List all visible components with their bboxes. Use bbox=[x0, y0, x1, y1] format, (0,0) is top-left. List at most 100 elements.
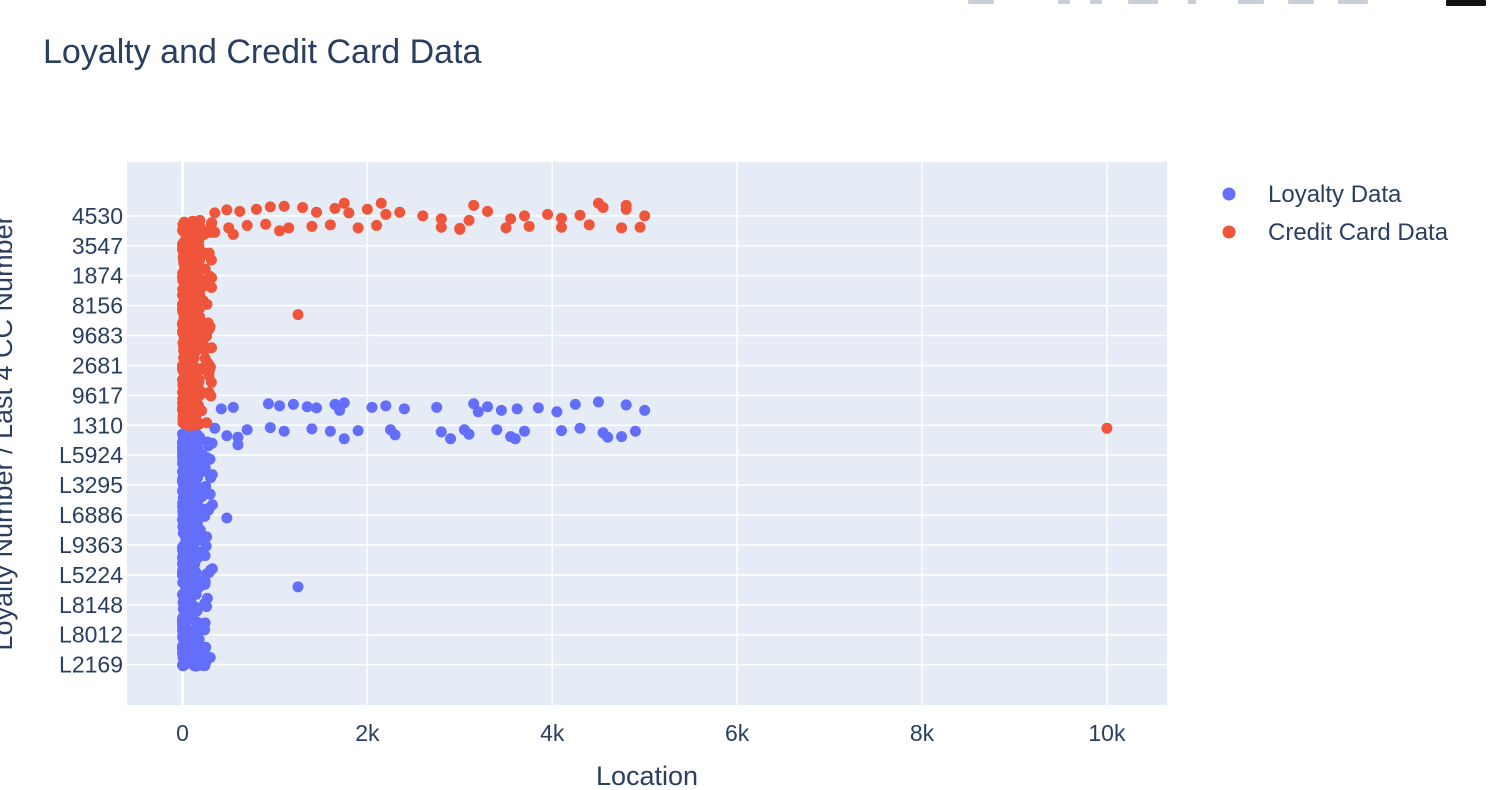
data-point[interactable] bbox=[205, 376, 217, 388]
data-point[interactable] bbox=[511, 403, 523, 415]
data-point[interactable] bbox=[250, 203, 262, 215]
data-point[interactable] bbox=[227, 228, 239, 240]
data-point[interactable] bbox=[472, 406, 484, 418]
data-point[interactable] bbox=[221, 204, 233, 216]
data-point[interactable] bbox=[185, 596, 197, 608]
data-point[interactable] bbox=[183, 453, 195, 465]
data-point[interactable] bbox=[542, 208, 554, 220]
data-point[interactable] bbox=[417, 210, 429, 222]
data-point[interactable] bbox=[569, 398, 581, 410]
data-point[interactable] bbox=[177, 337, 189, 349]
series-credit-card[interactable] bbox=[176, 197, 1113, 434]
data-point[interactable] bbox=[380, 208, 392, 220]
data-point[interactable] bbox=[199, 617, 211, 629]
data-point[interactable] bbox=[206, 437, 218, 449]
data-point[interactable] bbox=[574, 422, 586, 434]
data-point[interactable] bbox=[184, 475, 196, 487]
data-point[interactable] bbox=[495, 404, 507, 416]
data-point[interactable] bbox=[178, 658, 190, 670]
data-point[interactable] bbox=[343, 207, 355, 219]
data-point[interactable] bbox=[519, 210, 531, 222]
data-point[interactable] bbox=[201, 503, 213, 515]
data-point[interactable] bbox=[505, 213, 517, 225]
data-point[interactable] bbox=[201, 451, 213, 463]
data-point[interactable] bbox=[179, 575, 191, 587]
data-point[interactable] bbox=[329, 202, 341, 214]
data-point[interactable] bbox=[199, 263, 211, 275]
data-point[interactable] bbox=[435, 426, 447, 438]
data-point[interactable] bbox=[639, 210, 651, 222]
data-point[interactable] bbox=[278, 425, 290, 437]
data-point[interactable] bbox=[227, 401, 239, 413]
data-point[interactable] bbox=[301, 401, 313, 413]
data-point[interactable] bbox=[177, 603, 189, 615]
data-point[interactable] bbox=[324, 219, 336, 231]
data-point[interactable] bbox=[192, 271, 204, 283]
data-point[interactable] bbox=[189, 217, 201, 229]
data-point[interactable] bbox=[389, 429, 401, 441]
data-point[interactable] bbox=[206, 217, 218, 229]
data-point[interactable] bbox=[371, 219, 383, 231]
data-point[interactable] bbox=[491, 424, 503, 436]
data-point[interactable] bbox=[398, 403, 410, 415]
data-point[interactable] bbox=[583, 219, 595, 231]
data-point[interactable] bbox=[199, 353, 211, 365]
data-point[interactable] bbox=[191, 605, 203, 617]
data-point[interactable] bbox=[463, 428, 475, 440]
data-point[interactable] bbox=[202, 317, 214, 329]
modebar-toolbar[interactable] bbox=[968, 0, 1488, 8]
data-point[interactable] bbox=[592, 396, 604, 408]
data-point[interactable] bbox=[199, 597, 211, 609]
legend-item[interactable]: Credit Card Data bbox=[1222, 219, 1449, 246]
data-point[interactable] bbox=[193, 418, 205, 430]
data-point[interactable] bbox=[311, 402, 323, 414]
data-point[interactable] bbox=[188, 342, 200, 354]
data-point[interactable] bbox=[192, 313, 204, 325]
data-point[interactable] bbox=[334, 404, 346, 416]
data-point[interactable] bbox=[555, 212, 567, 224]
data-point[interactable] bbox=[193, 374, 205, 386]
data-point[interactable] bbox=[592, 197, 604, 209]
data-point[interactable] bbox=[602, 431, 614, 443]
data-point[interactable] bbox=[278, 200, 290, 212]
data-point[interactable] bbox=[184, 375, 196, 387]
data-point[interactable] bbox=[191, 617, 203, 629]
data-point[interactable] bbox=[178, 556, 190, 568]
data-point[interactable] bbox=[262, 398, 274, 410]
data-point[interactable] bbox=[185, 491, 197, 503]
data-point[interactable] bbox=[191, 455, 203, 467]
data-point[interactable] bbox=[206, 469, 218, 481]
data-point[interactable] bbox=[352, 425, 364, 437]
data-point[interactable] bbox=[292, 581, 304, 593]
data-point[interactable] bbox=[264, 422, 276, 434]
data-point[interactable] bbox=[297, 201, 309, 213]
data-point[interactable] bbox=[431, 401, 443, 413]
data-point[interactable] bbox=[209, 226, 221, 238]
data-point[interactable] bbox=[260, 218, 272, 230]
data-point[interactable] bbox=[555, 221, 567, 233]
data-point[interactable] bbox=[177, 306, 189, 318]
data-point[interactable] bbox=[178, 251, 190, 263]
data-point[interactable] bbox=[177, 327, 189, 339]
data-point[interactable] bbox=[179, 397, 191, 409]
data-point[interactable] bbox=[206, 281, 218, 293]
data-point[interactable] bbox=[482, 205, 494, 217]
data-point[interactable] bbox=[274, 225, 286, 237]
data-point[interactable] bbox=[209, 207, 221, 219]
data-point[interactable] bbox=[196, 405, 208, 417]
data-point[interactable] bbox=[324, 425, 336, 437]
data-point[interactable] bbox=[338, 433, 350, 445]
data-point[interactable] bbox=[180, 221, 192, 233]
data-point[interactable] bbox=[194, 431, 206, 443]
data-point[interactable] bbox=[200, 641, 212, 653]
data-point[interactable] bbox=[463, 214, 475, 226]
data-point[interactable] bbox=[181, 386, 193, 398]
data-point[interactable] bbox=[196, 464, 208, 476]
data-point[interactable] bbox=[234, 205, 246, 217]
data-point[interactable] bbox=[616, 222, 628, 234]
legend[interactable]: Loyalty Data Credit Card Data bbox=[1222, 181, 1449, 246]
data-point[interactable] bbox=[201, 568, 213, 580]
data-point[interactable] bbox=[176, 476, 188, 488]
data-point[interactable] bbox=[435, 213, 447, 225]
